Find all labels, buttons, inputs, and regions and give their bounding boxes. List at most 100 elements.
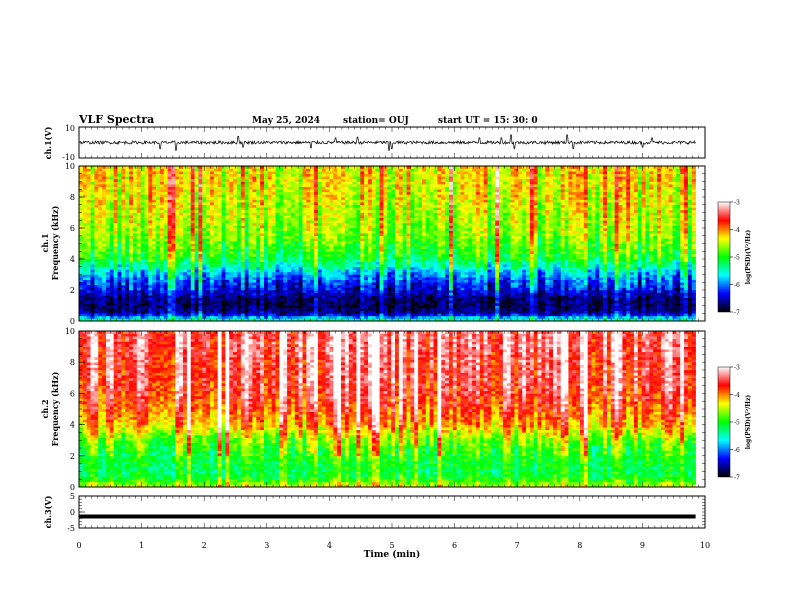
spectrogram-cell <box>148 300 153 304</box>
spectrogram-cell <box>356 230 361 234</box>
spectrogram-cell <box>298 191 303 195</box>
spectrogram-cell <box>329 315 334 319</box>
spectrogram-cell <box>179 228 184 231</box>
spectrogram-cell <box>186 209 192 213</box>
spectrogram-cell <box>194 308 199 311</box>
spectrogram-cell <box>225 168 230 172</box>
spectrogram-cell <box>167 261 172 265</box>
spectrogram-cell <box>314 274 319 278</box>
spectrogram-cell <box>256 207 261 211</box>
spectrogram-cell <box>198 186 203 190</box>
spectrogram-cell <box>275 318 280 322</box>
spectrogram-cell <box>86 256 91 260</box>
spectrogram-cell <box>79 305 84 309</box>
spectrogram-cell <box>90 315 95 319</box>
spectrogram-cell <box>314 259 319 262</box>
spectrogram-cell <box>125 287 130 291</box>
spectrogram-cell <box>132 253 138 257</box>
spectrogram-cell <box>98 264 103 268</box>
spectrogram-cell <box>290 212 296 216</box>
spectrogram-cell <box>263 302 269 306</box>
spectrogram-cell <box>152 282 157 286</box>
spectrogram-cell <box>125 217 130 221</box>
spectrogram-cell <box>86 315 91 319</box>
spectrogram-cell <box>125 199 130 203</box>
spectrogram-cell <box>306 233 311 237</box>
spectrogram-cell <box>252 271 257 275</box>
spectrogram-cell <box>260 168 265 172</box>
spectrogram-cell <box>317 228 323 231</box>
spectrogram-cell <box>148 318 153 322</box>
spectrogram-cell <box>368 251 373 255</box>
spectrogram-cell <box>144 168 149 172</box>
spectrogram-cell <box>140 212 145 216</box>
spectrogram-cell <box>260 318 265 322</box>
spectrogram-cell <box>225 222 230 226</box>
spectrogram-cell <box>279 186 284 190</box>
spectrogram-cell <box>175 259 180 262</box>
spectrogram-cell <box>256 274 261 278</box>
spectrogram-cell <box>379 284 384 288</box>
spectrogram-cell <box>144 176 149 180</box>
spectrogram-cell <box>325 225 330 229</box>
spectrogram-cell <box>279 181 284 185</box>
spectrogram-cell <box>79 259 84 262</box>
spectrogram-cell <box>198 261 203 265</box>
spectrogram-cell <box>86 191 91 195</box>
spectrogram-cell <box>244 279 249 283</box>
spectrogram-cell <box>279 178 284 182</box>
spectrogram-cell <box>175 305 180 309</box>
spectrogram-cell <box>105 292 111 296</box>
spectrogram-cell <box>210 246 215 249</box>
spectrogram-cell <box>248 300 253 304</box>
spectrogram-cell <box>129 256 134 260</box>
spectrogram-cell <box>194 186 199 190</box>
spectrogram-cell <box>383 266 388 270</box>
spectrogram-cell <box>371 181 377 185</box>
spectrogram-cell <box>79 251 84 255</box>
spectrogram-cell <box>113 233 118 237</box>
spectrogram-cell <box>206 259 211 262</box>
spectrogram-cell <box>306 315 311 319</box>
spectrogram-cell <box>109 225 114 229</box>
spectrogram-cell <box>371 212 377 216</box>
spectrogram-cell <box>117 191 122 195</box>
spectrogram-cell <box>275 199 280 203</box>
spectrogram-cell <box>194 287 199 291</box>
spectrogram-cell <box>310 181 315 185</box>
spectrogram-cell <box>256 197 261 200</box>
spectrogram-cell <box>321 178 326 182</box>
spectrogram-cell <box>229 181 234 185</box>
spectrogram-cell <box>271 240 276 244</box>
spectrogram-cell <box>368 282 373 286</box>
spectrogram-cell <box>248 168 253 172</box>
spectrogram-cell <box>352 166 357 169</box>
spectrogram-cell <box>271 264 276 268</box>
spectrogram-cell <box>244 233 249 237</box>
spectrogram-cell <box>252 315 257 319</box>
spectrogram-cell <box>171 271 176 275</box>
spectrogram-cell <box>202 238 207 242</box>
spectrogram-cell <box>252 194 257 198</box>
spectrogram-cell <box>82 171 87 175</box>
spectrogram-cell <box>183 266 188 270</box>
spectrogram-cell <box>148 277 153 280</box>
spectrogram-cell <box>140 300 145 304</box>
spectrogram-cell <box>194 246 199 249</box>
spectrogram-cell <box>159 199 165 203</box>
spectrogram-cell <box>333 261 338 265</box>
spectrogram-cell <box>190 181 195 185</box>
spectrogram-cell <box>175 287 180 291</box>
spectrogram-cell <box>302 310 307 314</box>
spectrogram-cell <box>344 269 350 273</box>
spectrogram-cell <box>144 284 149 288</box>
spectrogram-cell <box>132 274 138 278</box>
spectrogram-cell <box>183 173 188 177</box>
spectrogram-cell <box>294 168 299 172</box>
spectrogram-cell <box>364 217 369 221</box>
spectrogram-cell <box>190 274 195 278</box>
spectrogram-cell <box>344 271 350 275</box>
spectrogram-cell <box>333 251 338 255</box>
spectrogram-cell <box>121 202 126 206</box>
spectrogram-cell <box>287 240 292 244</box>
